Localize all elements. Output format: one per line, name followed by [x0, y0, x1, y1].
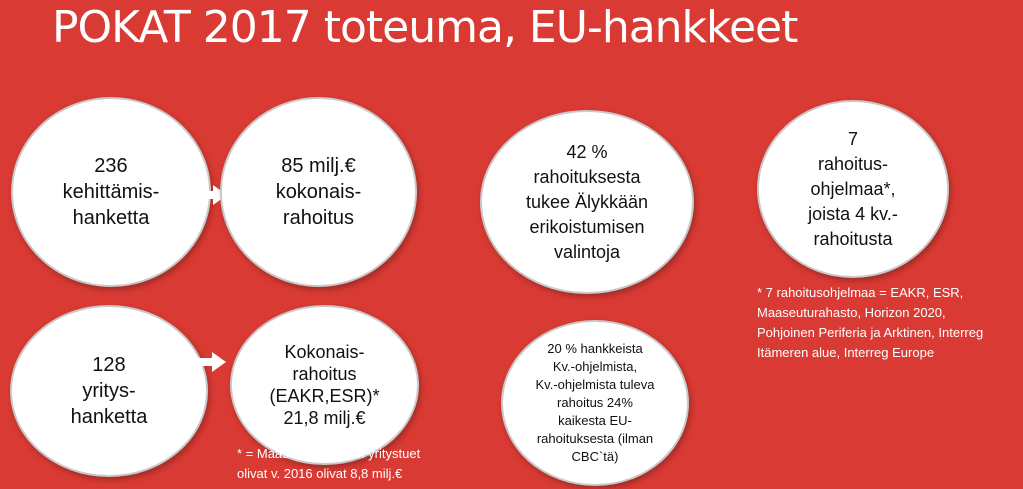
arrow-right-icon [196, 352, 226, 372]
international-programmes-text: 20 % hankkeista Kv.-ohjelmista, Kv.-ohje… [535, 341, 655, 464]
smart-specialisation-circle: 42 % rahoituksesta tukee Älykkään erikoi… [480, 110, 694, 294]
rural-fund-footnote: * = Maaseuturahaston yritystuet olivat v… [237, 446, 421, 481]
smart-specialisation-text: 42 % rahoituksesta tukee Älykkään erikoi… [525, 141, 649, 262]
funding-programmes-circle: 7 rahoitus- ohjelmaa*, joista 4 kv.- rah… [757, 100, 949, 278]
funding-programmes-text: 7 rahoitus- ohjelmaa*, joista 4 kv.- rah… [808, 128, 898, 249]
international-programmes-circle: 20 % hankkeista Kv.-ohjelmista, Kv.-ohje… [501, 320, 689, 486]
total-funding-text: 85 milj.€ kokonais- rahoitus [275, 155, 362, 229]
business-funding-text: Kokonais- rahoitus (EAKR,ESR)* 21,8 milj… [269, 342, 380, 428]
programmes-footnote: * 7 rahoitusohjelmaa = EAKR, ESR, Maaseu… [757, 285, 984, 360]
development-projects-circle: 236 kehittämis- hanketta [11, 97, 211, 287]
total-funding-circle: 85 milj.€ kokonais- rahoitus [220, 97, 417, 287]
business-funding-circle: Kokonais- rahoitus (EAKR,ESR)* 21,8 milj… [230, 305, 419, 465]
arrow-right-icon [197, 185, 227, 205]
business-projects-circle: 128 yritys- hanketta [10, 305, 208, 477]
business-projects-text: 128 yritys- hanketta [70, 354, 148, 428]
development-projects-text: 236 kehittämis- hanketta [62, 155, 160, 229]
page-title: POKAT 2017 toteuma, EU-hankkeet [52, 2, 798, 53]
